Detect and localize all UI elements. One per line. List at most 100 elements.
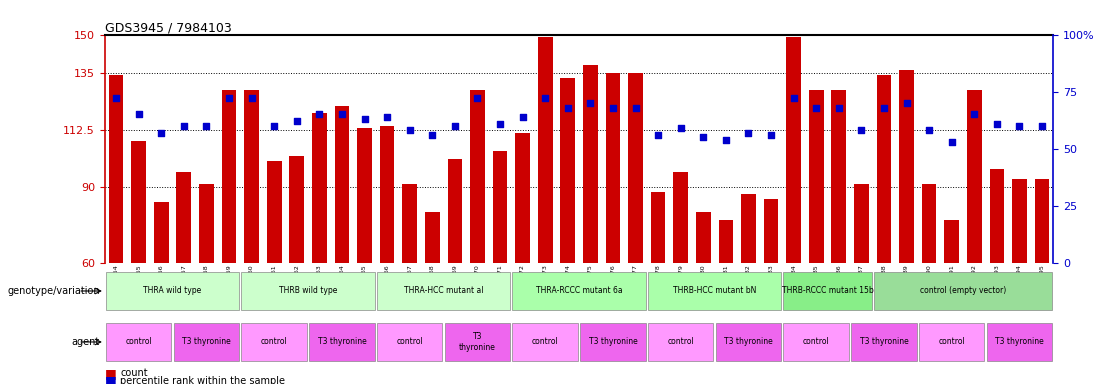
Bar [445, 323, 511, 361]
Text: control (empty vector): control (empty vector) [920, 286, 1006, 296]
Point [717, 136, 735, 142]
Point [1010, 123, 1028, 129]
Text: control: control [396, 338, 424, 346]
Bar [583, 65, 598, 263]
Text: THRB-RCCC mutant 15b: THRB-RCCC mutant 15b [782, 286, 874, 296]
Text: T3 thyronine: T3 thyronine [182, 338, 231, 346]
Point [965, 111, 983, 118]
Text: T3 thyronine: T3 thyronine [859, 338, 909, 346]
Bar [854, 184, 869, 263]
Point [197, 123, 215, 129]
Bar [919, 323, 985, 361]
Bar [106, 323, 171, 361]
Bar [312, 113, 326, 263]
Bar [267, 161, 281, 263]
Bar [131, 141, 146, 263]
Bar [899, 70, 914, 263]
Bar [242, 272, 375, 310]
Point [604, 104, 622, 111]
Text: control: control [803, 338, 829, 346]
Point [175, 123, 193, 129]
Bar [718, 220, 733, 263]
Point [650, 132, 667, 138]
Bar [651, 192, 665, 263]
Text: control: control [260, 338, 288, 346]
Bar [560, 78, 575, 263]
Bar [425, 212, 440, 263]
Point [898, 100, 915, 106]
Text: control: control [667, 338, 694, 346]
Bar [987, 323, 1052, 361]
Point [266, 123, 283, 129]
Bar [696, 212, 710, 263]
Bar [377, 272, 511, 310]
Point [762, 132, 780, 138]
Point [311, 111, 329, 118]
Bar [673, 172, 688, 263]
Point [875, 104, 892, 111]
Point [400, 127, 418, 134]
Bar [493, 151, 507, 263]
Point [1034, 123, 1051, 129]
Text: ■: ■ [105, 374, 117, 384]
Point [943, 139, 961, 145]
Point [221, 95, 238, 101]
Point [378, 114, 396, 120]
Point [152, 130, 170, 136]
Point [695, 134, 713, 141]
Point [627, 104, 644, 111]
Bar [106, 272, 239, 310]
Point [581, 100, 599, 106]
Text: GDS3945 / 7984103: GDS3945 / 7984103 [105, 22, 232, 35]
Point [807, 104, 825, 111]
Bar [716, 323, 781, 361]
Bar [513, 323, 578, 361]
Text: genotype/variation: genotype/variation [8, 286, 100, 296]
Bar [1013, 179, 1027, 263]
Bar [763, 199, 779, 263]
Bar [852, 323, 917, 361]
Bar [513, 272, 645, 310]
Point [672, 125, 689, 131]
Text: count: count [120, 368, 148, 378]
Text: control: control [126, 338, 152, 346]
Bar [741, 194, 756, 263]
Point [785, 95, 803, 101]
Bar [309, 323, 375, 361]
Point [446, 123, 463, 129]
Text: THRA-RCCC mutant 6a: THRA-RCCC mutant 6a [536, 286, 622, 296]
Text: T3 thyronine: T3 thyronine [589, 338, 638, 346]
Bar [357, 128, 372, 263]
Bar [154, 202, 169, 263]
Bar [334, 106, 350, 263]
Bar [808, 90, 824, 263]
Bar [377, 323, 442, 361]
Point [920, 127, 938, 134]
Bar [403, 184, 417, 263]
Point [491, 121, 508, 127]
Bar [922, 184, 936, 263]
Point [469, 95, 486, 101]
Text: T3 thyronine: T3 thyronine [995, 338, 1043, 346]
Text: THRA wild type: THRA wild type [143, 286, 202, 296]
Point [829, 104, 847, 111]
Bar [289, 156, 304, 263]
Text: T3
thyronine: T3 thyronine [459, 332, 496, 352]
Point [333, 111, 351, 118]
Bar [647, 272, 781, 310]
Bar [515, 134, 529, 263]
Bar [1035, 179, 1049, 263]
Text: THRA-HCC mutant al: THRA-HCC mutant al [404, 286, 483, 296]
Point [536, 95, 554, 101]
Point [130, 111, 148, 118]
Text: control: control [939, 338, 965, 346]
Bar [944, 220, 960, 263]
Bar [222, 90, 236, 263]
Point [288, 118, 306, 124]
Point [853, 127, 870, 134]
Text: percentile rank within the sample: percentile rank within the sample [120, 376, 286, 384]
Bar [783, 323, 849, 361]
Point [243, 95, 260, 101]
Bar [874, 272, 1052, 310]
Point [988, 121, 1006, 127]
